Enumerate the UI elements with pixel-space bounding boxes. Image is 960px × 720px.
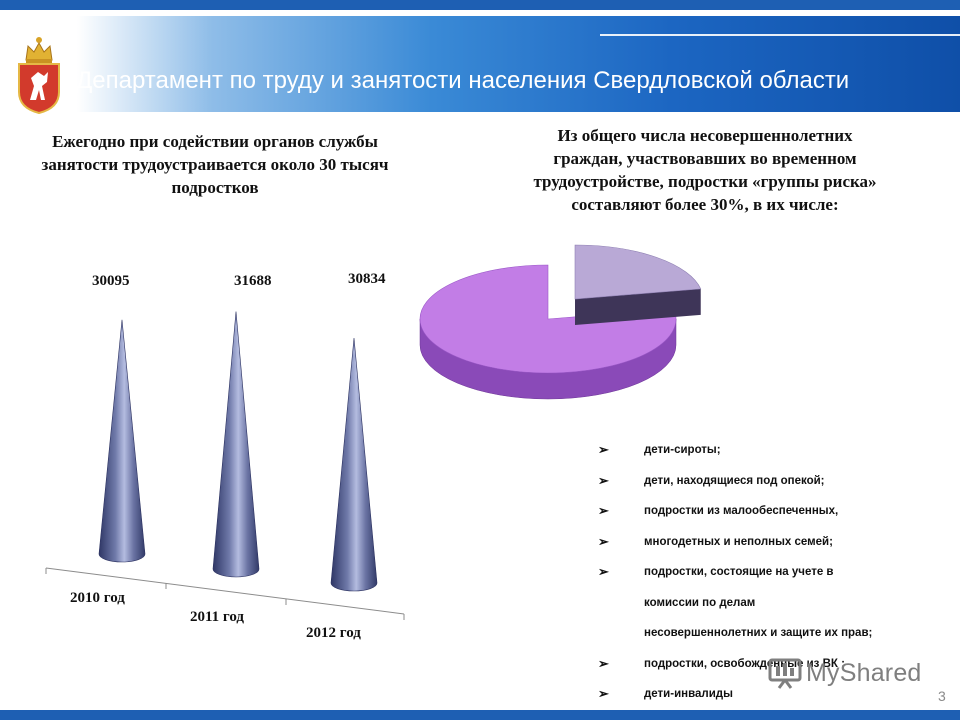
bar-value-label: 30095 (92, 273, 130, 289)
cone-bar-chart: 30095 2010 год 31688 2011 год 30834 2012 год (45, 271, 405, 641)
presentation-icon (768, 658, 802, 689)
list-item: ➢ многодетных и неполных семей; (598, 529, 872, 560)
page-title: Департамент по труду и занятости населен… (76, 67, 850, 94)
list-item: комиссии по делам (598, 590, 872, 621)
list-item-label: комиссии по делам (644, 596, 756, 609)
list-item: ➢ подростки, состоящие на учете в (598, 559, 872, 590)
watermark-label: MyShared (806, 659, 922, 687)
cone-bar (330, 337, 378, 592)
checkmark-arrow-icon: ➢ (598, 442, 609, 457)
top-strip (0, 0, 960, 10)
coat-of-arms-icon (18, 37, 60, 114)
cone-bar (212, 311, 260, 578)
pie-slice-side (575, 288, 701, 325)
list-item-label: дети, находящиеся под опекой; (644, 474, 825, 487)
list-item: ➢ дети-сироты; (598, 437, 872, 468)
pie-slice (419, 264, 677, 374)
page-number: 3 (938, 688, 946, 704)
list-item-label: дети-сироты; (644, 444, 721, 456)
right-caption-line: граждан, участвовавших во временном (553, 149, 857, 168)
list-item: несовершеннолетних и защите их прав; (598, 620, 872, 651)
chart-baseline (45, 567, 405, 615)
right-caption-line: составляют более 30%, в их числе: (571, 195, 839, 214)
checkmark-arrow-icon: ➢ (598, 533, 609, 549)
checkmark-arrow-icon: ➢ (598, 655, 609, 671)
cone-bar (98, 319, 146, 563)
risk-group-list: ➢ дети-сироты; ➢ дети, находящиеся под опек… (598, 437, 872, 712)
right-caption-line: трудоустройстве, подростки «группы риска… (533, 172, 877, 191)
list-item-label: дети-инвалиды (644, 688, 733, 700)
left-caption: Ежегодно при содействии органов службы з… (41, 132, 389, 197)
pie-slice (574, 244, 702, 300)
bar-value-label: 30834 (348, 271, 386, 287)
list-item-label: подростки, состоящие на учете в (644, 566, 834, 578)
checkmark-arrow-icon: ➢ (598, 686, 609, 701)
right-caption-line: Из общего числа несовершеннолетних (557, 126, 853, 145)
checkmark-arrow-icon: ➢ (598, 564, 609, 579)
category-label: 2010 год (70, 590, 125, 606)
list-item: ➢ дети, находящиеся под опекой; (598, 468, 872, 499)
risk-group-pie-chart (419, 244, 702, 400)
header-divider-bottom (0, 118, 595, 120)
list-item: ➢ дети-инвалиды (598, 681, 872, 712)
category-label: 2011 год (190, 609, 244, 625)
category-label: 2012 год (306, 625, 361, 641)
checkmark-arrow-icon: ➢ (598, 503, 609, 518)
bar-value-label: 31688 (234, 273, 272, 289)
right-caption: Из общего числа несовершеннолетних гражд… (470, 124, 940, 216)
list-item-label: подростки из малообеспеченных, (644, 505, 839, 517)
list-item: ➢ подростки из малообеспеченных, (598, 498, 872, 529)
bottom-strip (0, 710, 960, 720)
list-item-label: несовершеннолетних и защите их прав; (644, 627, 873, 639)
checkmark-arrow-icon: ➢ (598, 472, 609, 488)
header-banner: Департамент по труду и занятости населен… (0, 16, 960, 120)
header-divider (600, 34, 960, 36)
list-item-label: многодетных и неполных семей; (644, 535, 833, 548)
